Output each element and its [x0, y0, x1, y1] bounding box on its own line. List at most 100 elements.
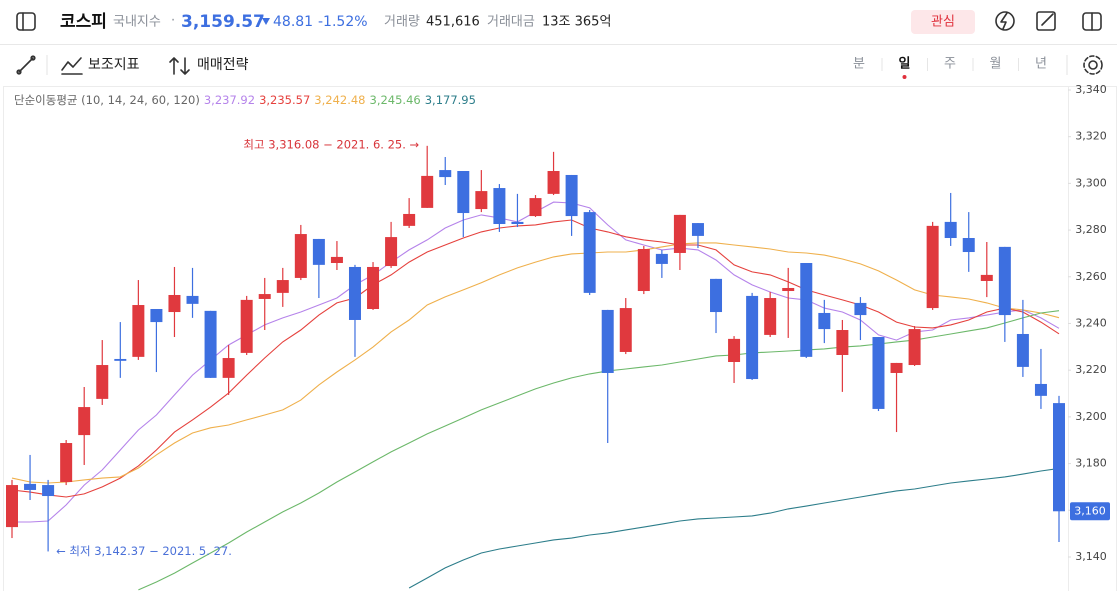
- candle-body: [764, 298, 777, 335]
- candle-body: [890, 362, 903, 373]
- selected-dot: [902, 75, 907, 79]
- candle-body: [691, 223, 704, 236]
- candle-body: [872, 337, 885, 409]
- candle-body: [114, 358, 127, 361]
- candle-body: [800, 262, 813, 357]
- candle-body: [60, 443, 73, 483]
- candle-body: [24, 483, 37, 490]
- watch-label[interactable]: 관심: [931, 15, 955, 30]
- candle-body: [240, 299, 253, 353]
- candle-body: [944, 221, 957, 239]
- extreme-annotation: 최고 3,316.08 − 2021. 6. 25. →: [243, 137, 419, 151]
- ma-line: [408, 467, 1060, 589]
- change: 48.81: [273, 14, 313, 30]
- ma-legend: 단순이동평균 (10, 14, 24, 60, 120) 3,237.92 3,23…: [14, 93, 476, 107]
- period-tab[interactable]: 월: [990, 57, 1002, 72]
- candle-body: [475, 191, 488, 210]
- volume-label: 거래량: [384, 15, 420, 30]
- panel-icon[interactable]: [1082, 12, 1102, 31]
- y-tick-label: 3,140: [1075, 550, 1107, 563]
- candle-body: [619, 308, 632, 352]
- candle-body: [457, 170, 470, 214]
- edit-icon[interactable]: [1036, 11, 1056, 31]
- period-tab[interactable]: 분: [853, 57, 865, 72]
- ma-line: [138, 310, 1060, 591]
- candle-body: [818, 312, 831, 330]
- y-tick-label: 3,180: [1075, 457, 1107, 470]
- candle-body: [908, 329, 921, 366]
- y-tick-label: 3,240: [1075, 316, 1107, 329]
- candle-body: [403, 213, 416, 226]
- header: 코스피 국내지수 · 3,159.57 48.81 -1.52% 거래량 451…: [0, 10, 1117, 45]
- price-marker: [1070, 502, 1110, 521]
- candle-body: [746, 295, 759, 380]
- candle-body: [1016, 333, 1029, 367]
- candle-body: [710, 278, 723, 313]
- candle-body: [565, 174, 578, 217]
- settings-icon[interactable]: [1083, 55, 1103, 75]
- extreme-annotation: ← 최저 3,142.37 − 2021. 5. 27.: [56, 544, 232, 558]
- ma-legend-value: 3,242.48: [314, 93, 365, 107]
- indicator-button[interactable]: 보조지표: [61, 57, 140, 75]
- period-tab[interactable]: 주: [944, 57, 956, 72]
- y-tick-label: 3,220: [1075, 363, 1107, 376]
- candle-body: [493, 188, 506, 225]
- candle-body: [276, 280, 289, 293]
- y-tick-label: 3,260: [1075, 270, 1107, 283]
- candle-body: [673, 214, 686, 253]
- flash-icon[interactable]: [995, 11, 1015, 31]
- candle-body: [367, 266, 380, 309]
- candle-body: [222, 358, 235, 378]
- toolbar: 보조지표 매매전략 분 일 주 월 년: [16, 55, 1103, 79]
- y-tick-label: 3,320: [1075, 130, 1107, 143]
- candle-body: [439, 170, 452, 178]
- ma-legend-value: 3,245.46: [370, 93, 421, 107]
- chart-frame: [3, 86, 1117, 591]
- ma-line: [12, 201, 1060, 523]
- candle-body: [601, 309, 614, 373]
- period-tab[interactable]: 년: [1035, 57, 1047, 72]
- y-tick-label: 3,300: [1075, 176, 1107, 189]
- candle-body: [547, 170, 560, 194]
- price: 3,159.57: [181, 12, 265, 32]
- candle-body: [637, 248, 650, 292]
- index-kind: 국내지수: [113, 15, 161, 30]
- candle-body: [330, 256, 343, 263]
- candle-body: [854, 302, 867, 316]
- candle-body: [385, 237, 398, 267]
- candle-body: [962, 238, 975, 253]
- candle-body: [836, 330, 849, 355]
- candle-body: [168, 294, 181, 313]
- period-tab[interactable]: 일: [899, 57, 911, 72]
- y-tick-label: 3,200: [1075, 410, 1107, 423]
- candle-body: [132, 305, 145, 357]
- candle-body: [782, 287, 795, 292]
- amount-label: 거래대금: [487, 15, 535, 30]
- candle-body: [421, 175, 434, 208]
- candle-body: [583, 212, 596, 293]
- watch-button[interactable]: 관심: [911, 10, 975, 34]
- strategy-label[interactable]: 매매전략: [197, 57, 249, 73]
- candle-body: [348, 266, 361, 320]
- separator: ·: [171, 14, 175, 29]
- candle-body: [186, 295, 199, 304]
- y-tick-label: 3,280: [1075, 223, 1107, 236]
- ma-line: [11, 219, 1060, 498]
- indicator-label[interactable]: 보조지표: [88, 57, 140, 73]
- strategy-button[interactable]: 매매전략: [169, 57, 249, 75]
- index-name: 코스피: [60, 12, 107, 32]
- candle-body: [529, 198, 542, 217]
- ma-legend-value: 3,177.95: [425, 93, 476, 107]
- sidebar-toggle[interactable]: [16, 12, 36, 31]
- candle-body: [655, 253, 668, 264]
- candle-body: [294, 234, 307, 278]
- draw-tool[interactable]: [16, 55, 36, 75]
- candle-body: [150, 308, 163, 323]
- candle-body: [998, 246, 1011, 316]
- y-tick-label: 3,340: [1075, 83, 1107, 96]
- candle-body: [980, 274, 993, 281]
- candle-body: [6, 485, 18, 528]
- candle-body: [1034, 383, 1047, 396]
